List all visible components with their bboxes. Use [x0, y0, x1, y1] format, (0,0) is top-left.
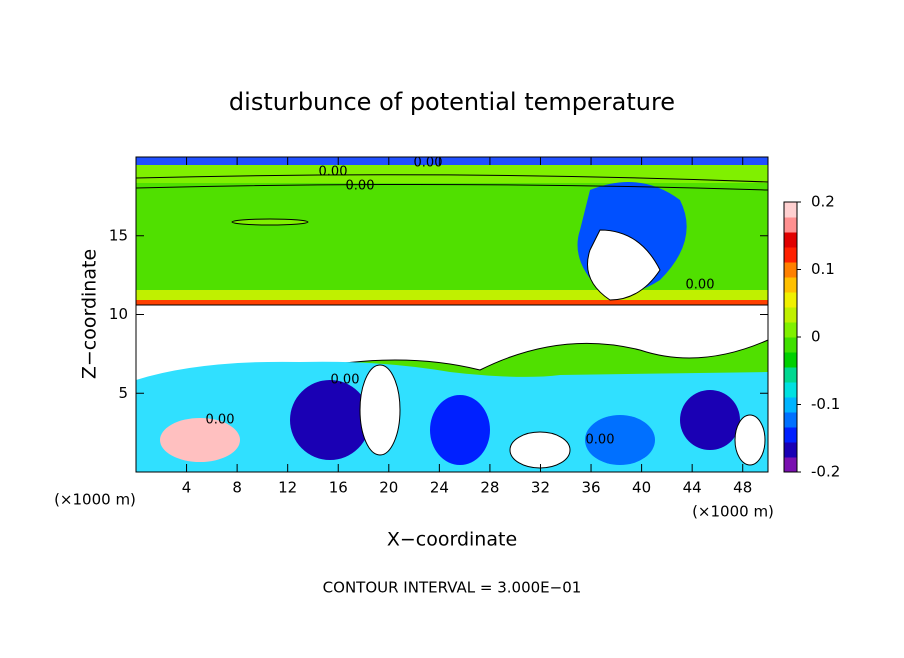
colorbar-segment [784, 262, 797, 278]
x-tick-label: 16 [329, 479, 348, 497]
x-tick-label: 28 [480, 479, 499, 497]
x-tick-label: 40 [632, 479, 651, 497]
x-tick-label: 24 [430, 479, 449, 497]
x-tick-label: 32 [531, 479, 550, 497]
colorbar-tick-label: 0.1 [811, 260, 835, 278]
contour-label: 0.00 [686, 278, 715, 293]
colorbar-segment [784, 457, 797, 473]
colorbar-segment [784, 397, 797, 413]
colorbar-segment [784, 247, 797, 263]
x-tick-label: 4 [182, 479, 192, 497]
field-shading [135, 157, 769, 472]
colorbar-segment [784, 367, 797, 383]
x-axis-label: X−coordinate [387, 529, 517, 551]
colorbar-segment [784, 277, 797, 293]
x-tick-label: 36 [581, 479, 600, 497]
contour-label: 0.00 [319, 165, 348, 180]
x-tick-label: 8 [232, 479, 242, 497]
x-tick-label: 12 [278, 479, 297, 497]
colorbar-tick-label: 0.2 [811, 193, 835, 211]
colorbar-segment [784, 427, 797, 443]
x-unit-label: (×1000 m) [692, 503, 774, 521]
colorbar-segment [784, 202, 797, 218]
x-tick-label: 44 [683, 479, 702, 497]
footnote: CONTOUR INTERVAL = 3.000E−01 [323, 579, 582, 597]
colorbar-tick-label: 0 [811, 328, 821, 346]
colorbar-tick-label: -0.2 [811, 463, 840, 481]
x-tick-label: 48 [733, 479, 752, 497]
colorbar-tick-label: -0.1 [811, 395, 840, 413]
contour-label: 0.00 [331, 373, 360, 388]
colorbar-segment [784, 217, 797, 233]
colorbar-segment [784, 442, 797, 458]
colorbar-segment [784, 292, 797, 308]
colorbar-segment [784, 337, 797, 353]
colorbar-segment [784, 232, 797, 248]
x-tick-label: 20 [379, 479, 398, 497]
colorbar-segment [784, 382, 797, 398]
contour-label: 0.00 [206, 413, 235, 428]
contour-label: 0.00 [586, 433, 615, 448]
colorbar-segment [784, 307, 797, 323]
x-unit-label: (×1000 m) [54, 491, 136, 509]
contour-label: 0.00 [414, 156, 443, 171]
colorbar-segment [784, 412, 797, 428]
contour-label: 0.00 [346, 179, 375, 194]
y-tick-label: 10 [109, 305, 128, 323]
chart-title: disturbunce of potential temperature [229, 88, 675, 116]
colorbar-segment [784, 322, 797, 338]
y-tick-label: 15 [109, 226, 128, 244]
y-axis-label: Z−coordinate [79, 249, 101, 379]
y-tick-label: 5 [118, 384, 128, 402]
colorbar-segment [784, 352, 797, 368]
